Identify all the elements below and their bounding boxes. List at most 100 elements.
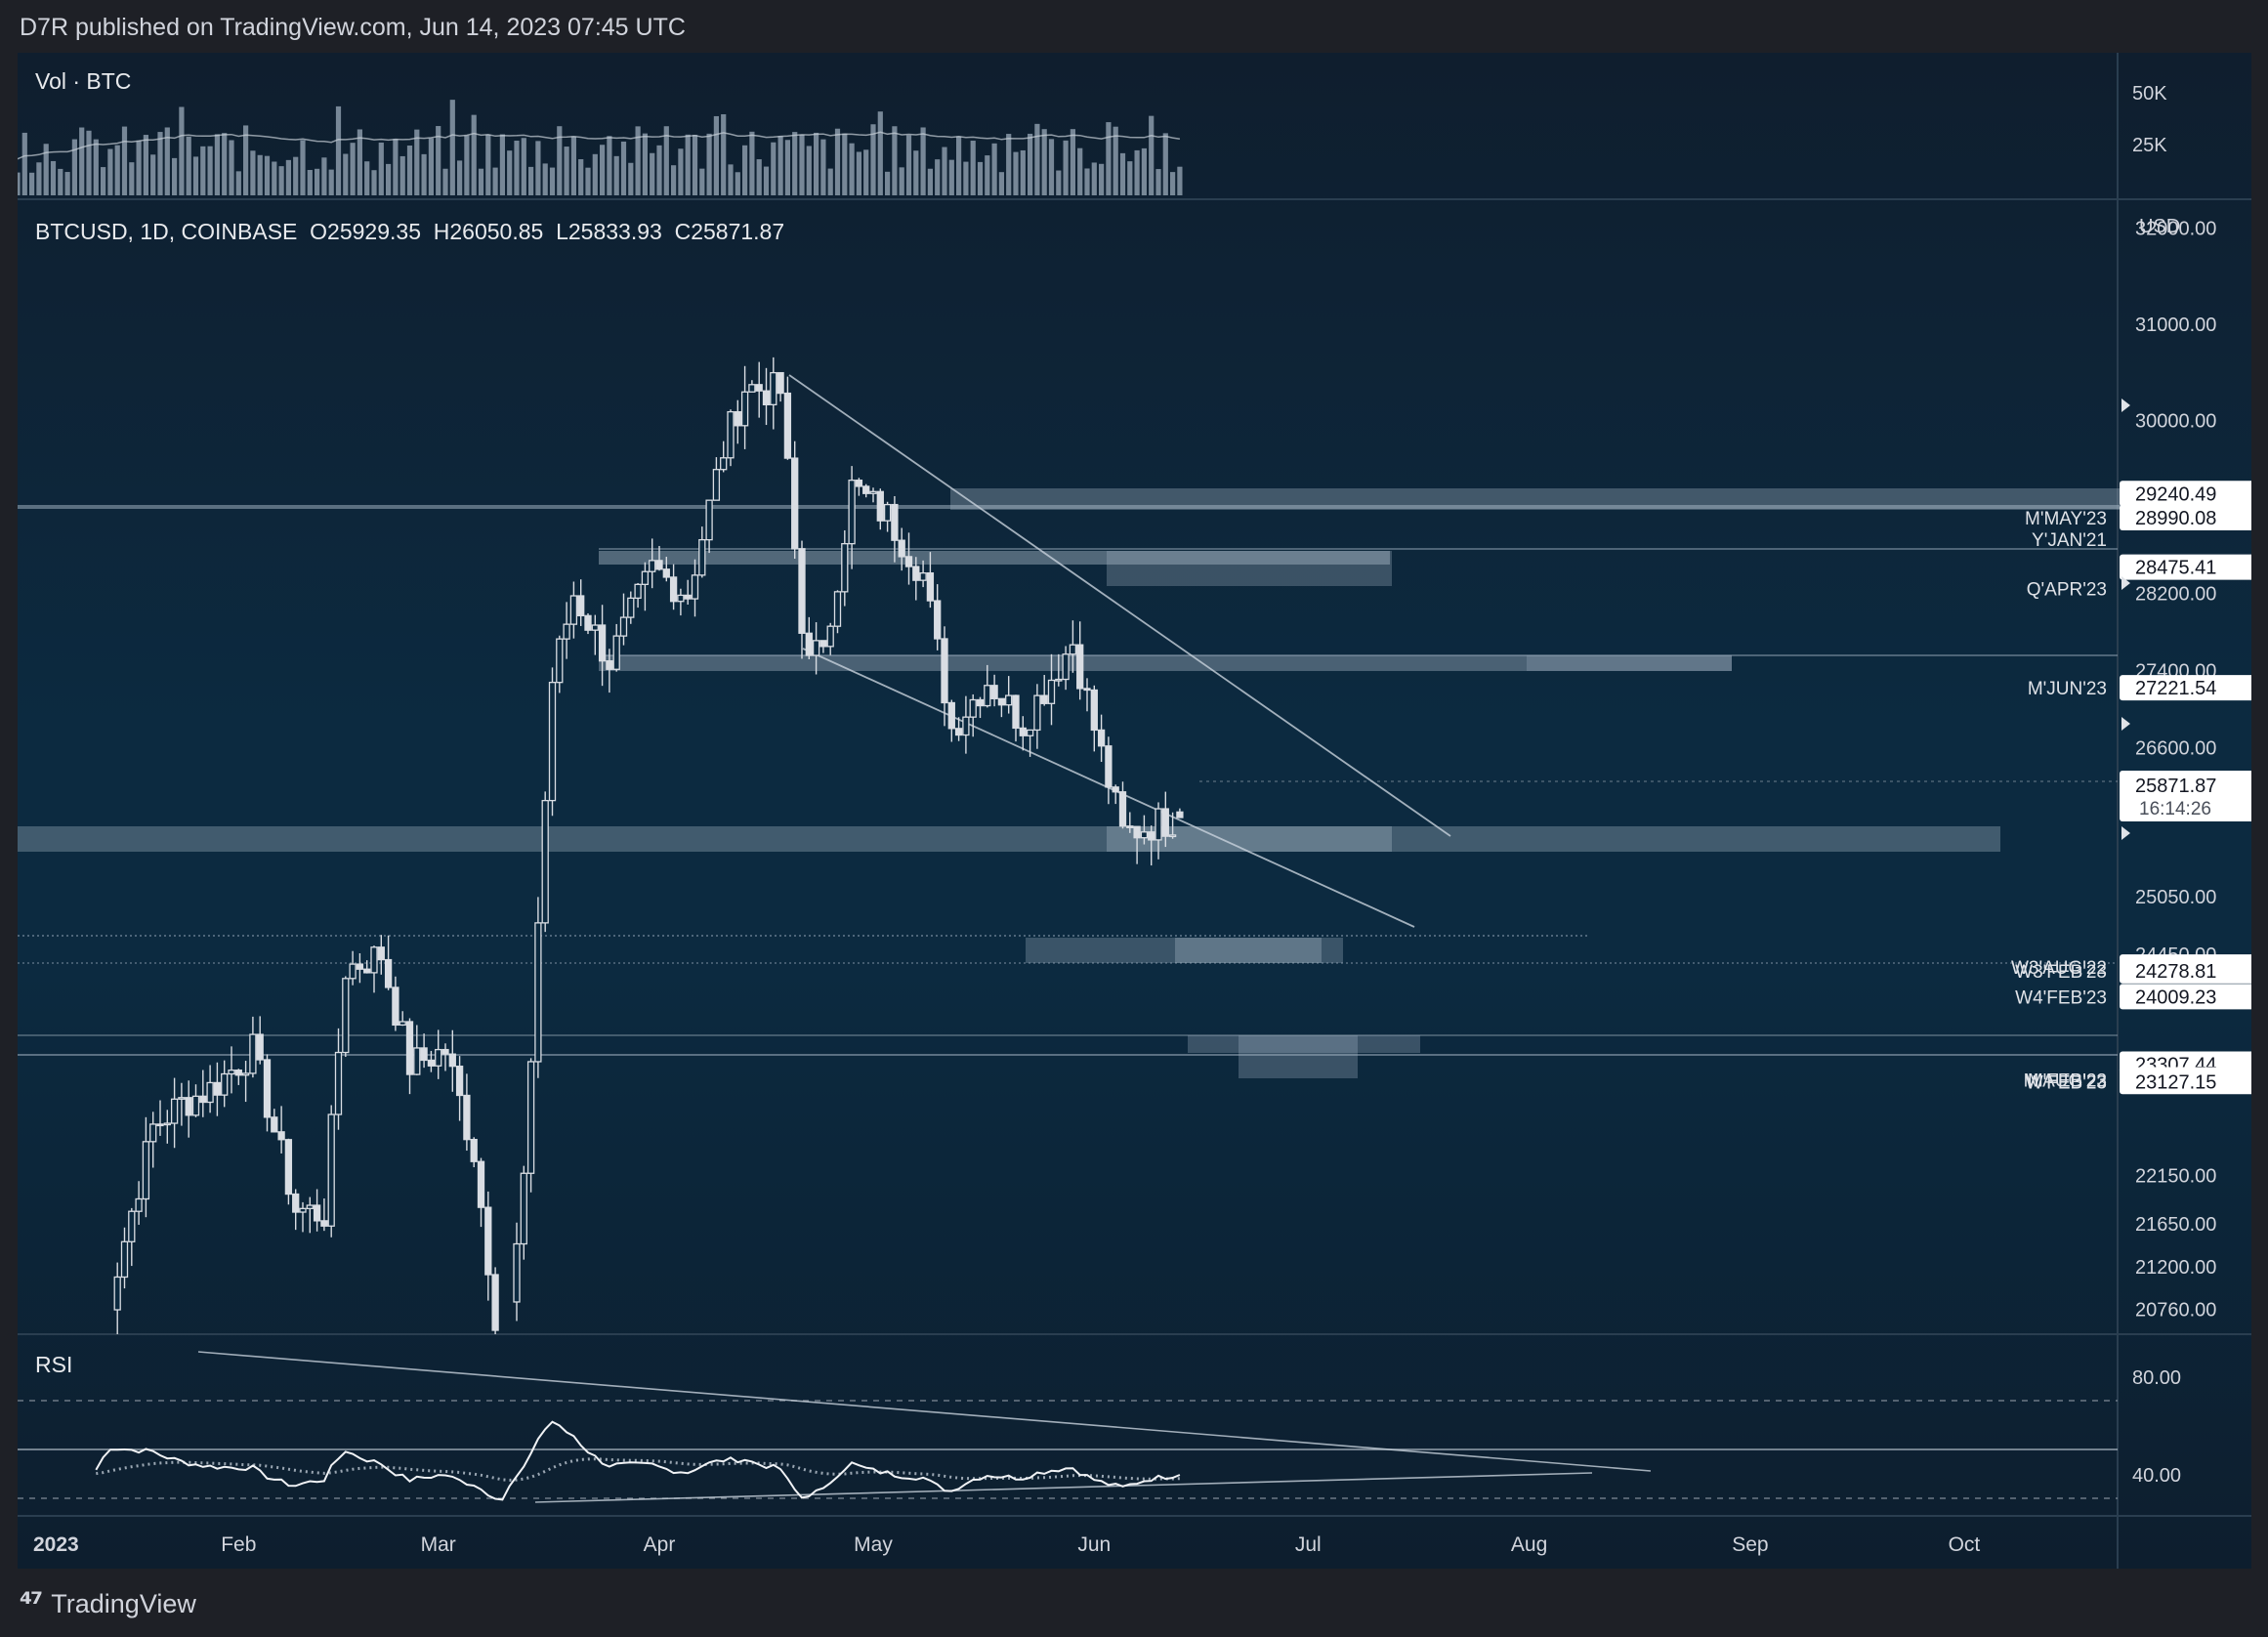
candle[interactable] [969,693,977,737]
candle[interactable] [691,559,699,617]
candle[interactable] [649,538,656,589]
candle[interactable] [926,552,935,609]
candle[interactable] [413,1025,421,1075]
candle[interactable] [221,1060,229,1108]
candle[interactable] [1140,815,1149,845]
candle[interactable] [120,1227,129,1289]
candle[interactable] [1105,736,1113,805]
candle[interactable] [591,614,599,655]
candle[interactable] [156,1100,164,1136]
candle[interactable] [655,545,663,571]
candle[interactable] [299,1201,307,1233]
candle[interactable] [755,361,763,418]
candle[interactable] [292,1189,300,1231]
candle[interactable] [1026,729,1034,757]
candle[interactable] [356,952,364,984]
candle[interactable] [584,612,592,635]
candle[interactable] [405,1018,414,1095]
candle[interactable] [149,1112,157,1168]
candle[interactable] [534,897,542,1078]
candle[interactable] [135,1181,143,1225]
candle[interactable] [606,649,613,693]
candles[interactable] [113,357,1184,1334]
candle[interactable] [855,478,863,496]
candle[interactable] [783,376,792,460]
candle[interactable] [520,1165,527,1260]
candle[interactable] [1161,791,1169,848]
candle[interactable] [384,935,393,990]
candle[interactable] [241,1061,250,1103]
candle[interactable] [876,488,884,530]
candle[interactable] [420,1033,428,1069]
candle[interactable] [1076,621,1084,700]
candle[interactable] [941,626,948,727]
candle[interactable] [698,526,706,578]
candle[interactable] [812,622,820,675]
candle[interactable] [962,695,970,754]
candle[interactable] [833,590,842,634]
candle[interactable] [455,1056,464,1121]
candle[interactable] [1155,802,1162,860]
candle[interactable] [249,1016,257,1078]
candle[interactable] [320,1197,328,1232]
candle[interactable] [770,357,777,430]
candle[interactable] [798,540,806,659]
candle[interactable] [256,1016,264,1065]
candle[interactable] [712,457,721,501]
candle[interactable] [199,1070,207,1117]
candle[interactable] [427,1050,436,1072]
candle[interactable] [862,483,870,498]
candle[interactable] [748,380,756,393]
candle[interactable] [377,935,385,975]
candle[interactable] [363,960,371,974]
chevron-right-icon[interactable] [2121,576,2130,590]
candle[interactable] [904,532,913,585]
candle[interactable] [206,1065,214,1113]
candle[interactable] [662,557,670,582]
candle[interactable] [569,581,578,639]
candle[interactable] [342,976,350,1058]
candle[interactable] [891,495,899,563]
candle[interactable] [213,1062,222,1116]
candle[interactable] [556,635,564,693]
candle[interactable] [228,1046,235,1094]
candle[interactable] [740,365,749,449]
candle[interactable] [997,697,1006,718]
chevron-right-icon[interactable] [2121,826,2130,840]
candle[interactable] [563,602,570,659]
candle[interactable] [919,560,927,588]
candle[interactable] [1126,812,1134,833]
candle[interactable] [1069,620,1077,673]
wedge-upper-line[interactable] [788,374,1451,837]
price-legend[interactable]: BTCUSD, 1D, COINBASE O25929.35 H26050.85… [35,219,785,244]
candle[interactable] [826,622,834,655]
candle[interactable] [1047,653,1056,726]
candle[interactable] [1097,714,1106,763]
candle[interactable] [334,1028,343,1130]
candle[interactable] [1055,653,1063,687]
candle[interactable] [627,591,635,624]
candle[interactable] [634,582,642,609]
candle[interactable] [1118,781,1127,829]
candle[interactable] [869,487,877,503]
candle[interactable] [984,664,991,708]
candle[interactable] [142,1116,150,1218]
candle[interactable] [1033,684,1041,749]
candle[interactable] [1062,646,1070,691]
rsi-pane[interactable] [18,1351,2118,1503]
candle[interactable] [1012,694,1020,742]
candle[interactable] [612,623,620,672]
candle[interactable] [441,1043,449,1071]
candle[interactable] [435,1029,442,1079]
chevron-right-icon[interactable] [2121,399,2130,412]
candle[interactable] [1148,825,1155,866]
candle[interactable] [370,945,378,993]
candle[interactable] [577,579,585,626]
candle[interactable] [669,564,678,610]
candle[interactable] [684,579,692,606]
candle[interactable] [1176,808,1184,818]
candle[interactable] [399,1011,406,1027]
candle[interactable] [163,1110,171,1144]
candle[interactable] [170,1077,179,1149]
candle[interactable] [990,674,998,707]
